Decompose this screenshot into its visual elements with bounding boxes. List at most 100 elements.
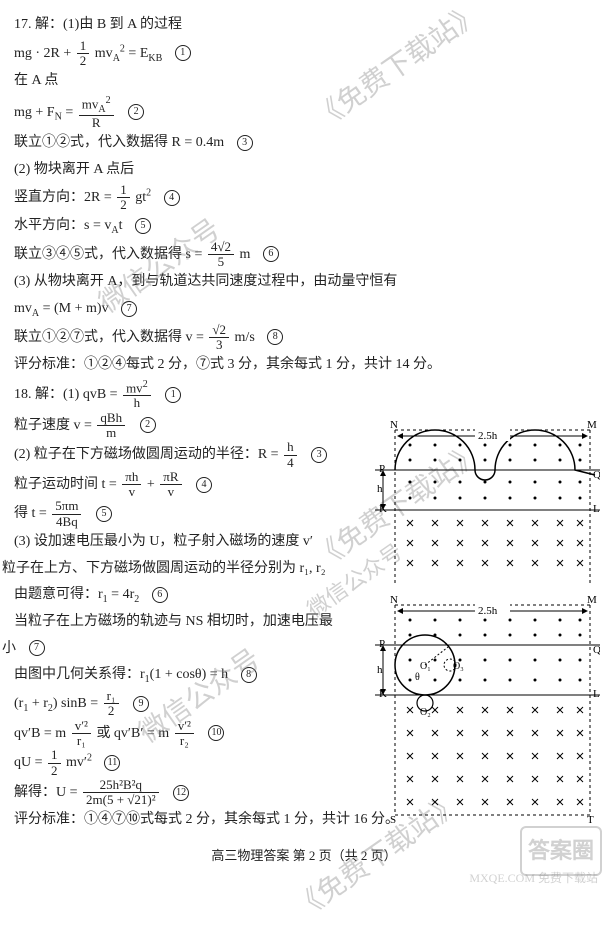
p18-header: 18. 解：(1) qvB = mv2 h 1 — [14, 379, 594, 411]
sub: A — [113, 52, 120, 63]
svg-text:θ: θ — [415, 672, 420, 683]
sup: 2 — [146, 188, 151, 199]
eqnum: 5 — [135, 218, 151, 234]
t: mv — [82, 96, 99, 111]
den: r₂ — [175, 734, 194, 748]
svg-text:h: h — [377, 664, 383, 676]
text: = E — [128, 46, 148, 61]
den: v — [122, 485, 141, 499]
fraction: h 4 — [284, 440, 297, 470]
text: mg + F — [14, 105, 55, 120]
t: t — [119, 218, 123, 233]
t: 水平方向：s = v — [14, 218, 111, 233]
num: 1 — [77, 39, 90, 54]
eqnum: 3 — [237, 135, 253, 151]
diagram-svg: N M P Q K L h 2.5h — [365, 420, 600, 590]
t: + — [147, 477, 158, 492]
t: (2) 粒子在下方磁场做圆周运动的半径：R = — [14, 447, 282, 462]
eqnum: 6 — [152, 587, 168, 603]
lbl-h: h — [377, 483, 383, 495]
eqnum: 11 — [104, 755, 120, 771]
t: m/s — [235, 330, 255, 345]
t: = 4r — [108, 587, 135, 602]
text: mg · 2R + — [14, 46, 75, 61]
eqnum: 8 — [241, 667, 257, 683]
t: 得 t = — [14, 506, 50, 521]
t: mv — [14, 301, 32, 316]
page-footer: 高三物理答案 第 2 页（共 2 页） — [14, 844, 594, 869]
sup: 2 — [87, 753, 92, 764]
p17-eq2: mg + FN = mvA2 R 2 — [14, 95, 594, 130]
t: 或 qv′B′ = m — [96, 726, 169, 741]
fraction: qBh m — [97, 411, 125, 441]
t: 由图中几何关系得：r — [14, 667, 145, 682]
sub: A — [111, 225, 118, 236]
num: mv2 — [123, 379, 151, 397]
fraction: πh v — [122, 470, 141, 500]
fraction: 5πm 4Bq — [52, 499, 81, 529]
num: πh — [122, 470, 141, 485]
p17-header: 17. 解：(1)由 B 到 A 的过程 — [14, 12, 594, 39]
svg-text:M: M — [587, 595, 597, 606]
eqnum: 3 — [311, 447, 327, 463]
t: (1 + cosθ) = h — [150, 667, 228, 682]
t: 由题意可得：r — [14, 587, 103, 602]
den: 5 — [208, 255, 234, 269]
svg-text:O₂: O₂ — [420, 707, 431, 718]
sub: N — [55, 111, 62, 122]
fraction: 1 2 — [117, 183, 130, 213]
t: gt — [135, 190, 146, 205]
t: 18. 解：(1) qvB = — [14, 387, 121, 402]
eqnum: 5 — [96, 506, 112, 522]
svg-text:O₃: O₃ — [453, 661, 464, 672]
text: (3) 从物块离开 A，到与轨道达共同速度过程中，由动量守恒有 — [14, 269, 594, 296]
num: qBh — [97, 411, 125, 426]
eqnum: 9 — [133, 696, 149, 712]
sub: A — [98, 104, 105, 115]
num: 5πm — [52, 499, 81, 514]
fraction: √2 3 — [209, 323, 229, 353]
corner-watermark-2: MXQE.COM 免费下载站 — [469, 867, 598, 890]
eqnum: 12 — [173, 785, 189, 801]
den: R — [79, 116, 114, 130]
lbl-Q: Q — [593, 469, 600, 481]
den: h — [123, 396, 151, 410]
num: 25h²B²q — [83, 778, 159, 793]
t: 联立③④⑤式，代入数据得 s = — [14, 247, 206, 262]
svg-text:2.5h: 2.5h — [478, 605, 498, 617]
fraction: 25h²B²q 2m(5 + √21)² — [83, 778, 159, 808]
p17-eq7: mvA = (M + m)v 7 — [14, 296, 594, 323]
text: = — [65, 105, 76, 120]
t: 竖直方向：2R = — [14, 190, 115, 205]
den: v — [160, 485, 181, 499]
num: πR — [160, 470, 181, 485]
t: = (M + m)v — [39, 301, 108, 316]
num: h — [284, 440, 297, 455]
den: 2 — [48, 764, 61, 778]
svg-text:N: N — [390, 595, 398, 606]
text: mv — [95, 46, 113, 61]
sub: KB — [148, 52, 162, 63]
t: m — [239, 247, 250, 262]
p17-eq4: 竖直方向：2R = 1 2 gt2 4 — [14, 183, 594, 213]
svg-text:Q: Q — [593, 644, 600, 656]
sup: 2 — [120, 43, 125, 54]
t: 小 — [2, 641, 16, 656]
t: 联立①②⑦式，代入数据得 v = — [14, 330, 207, 345]
t: 粒子速度 v = — [14, 418, 95, 433]
sup: 2 — [106, 95, 111, 106]
t: mv — [126, 380, 143, 395]
eqnum: 7 — [29, 640, 45, 656]
eqnum: 10 — [208, 725, 224, 741]
eqnum: 7 — [121, 301, 137, 317]
num: r₁ — [104, 689, 119, 704]
text: (2) 物块离开 A 点后 — [14, 157, 594, 184]
fraction: 1 2 — [77, 39, 90, 69]
eqnum: 1 — [165, 387, 181, 403]
fraction: mv2 h — [123, 379, 151, 411]
svg-text:T: T — [587, 814, 594, 825]
t: 解得：U = — [14, 785, 81, 800]
scoring: 评分标准：①②④每式 2 分，⑦式 3 分，其余每式 1 分，共计 14 分。 — [14, 352, 594, 379]
num: 1 — [117, 183, 130, 198]
eqnum: 1 — [175, 45, 191, 61]
